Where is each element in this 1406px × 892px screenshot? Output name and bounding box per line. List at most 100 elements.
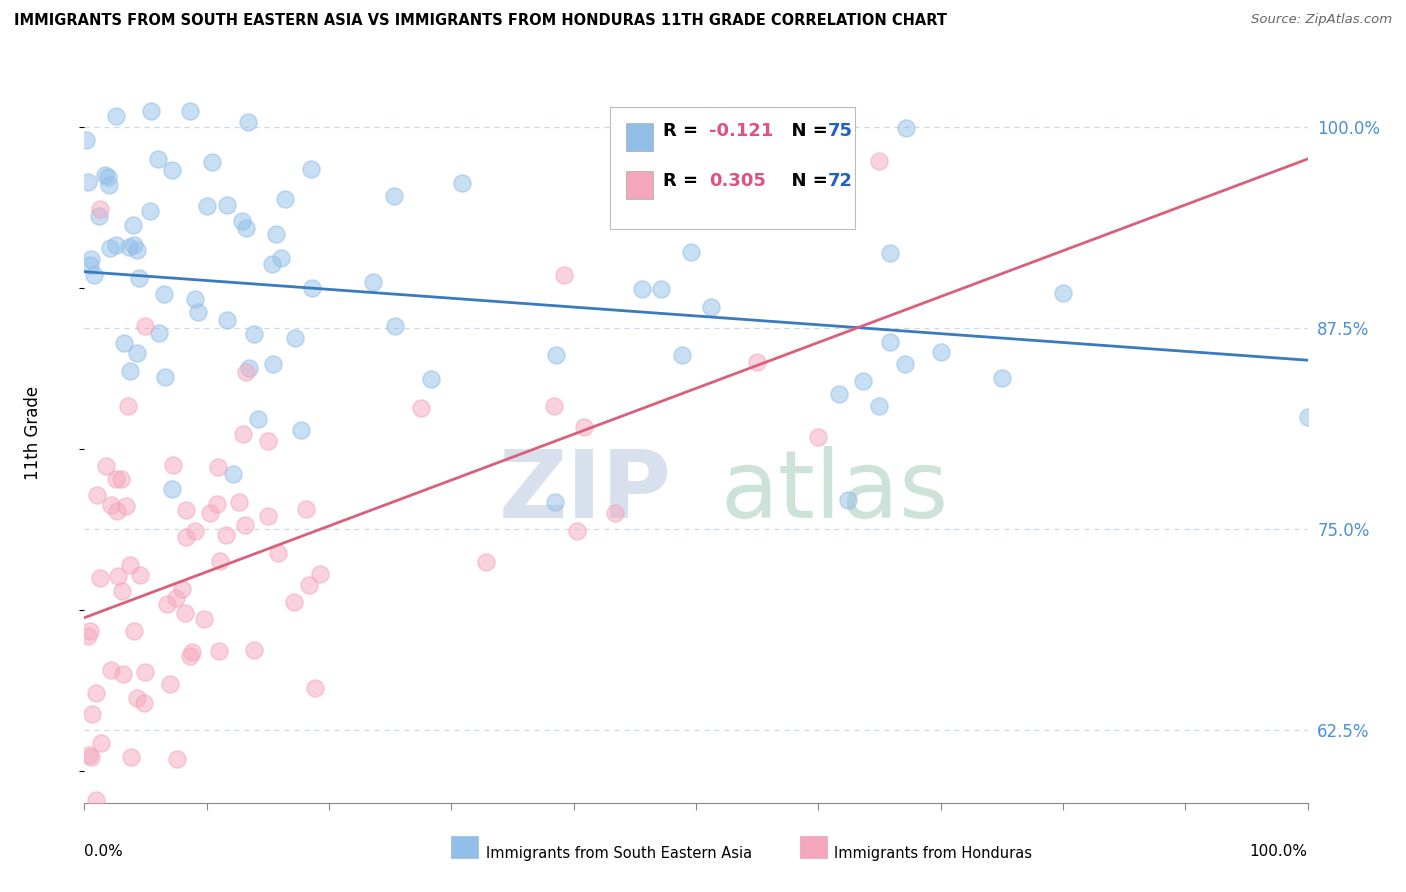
- Point: [141, 103, 163, 118]
- Point: [127, 243, 149, 257]
- Point: [162, 482, 184, 496]
- Point: [90, 735, 112, 749]
- Point: [86, 487, 108, 501]
- Point: [97, 178, 120, 192]
- Point: [120, 364, 142, 378]
- Point: [565, 524, 588, 538]
- Text: 72: 72: [828, 172, 853, 190]
- Point: [361, 275, 384, 289]
- Point: [97, 170, 120, 185]
- FancyBboxPatch shape: [800, 836, 827, 858]
- Point: [180, 645, 202, 659]
- Point: [879, 246, 901, 260]
- Point: [295, 501, 318, 516]
- Point: [162, 458, 184, 473]
- Point: [83, 268, 105, 283]
- Point: [283, 595, 305, 609]
- Text: R =: R =: [664, 172, 704, 190]
- Point: [107, 569, 129, 583]
- Point: [80, 252, 103, 266]
- Point: [544, 348, 567, 362]
- Point: [87, 209, 110, 223]
- Point: [129, 568, 152, 582]
- Point: [650, 282, 672, 296]
- Point: [160, 163, 183, 178]
- Point: [222, 467, 245, 481]
- Point: [553, 268, 575, 283]
- Point: [290, 423, 312, 437]
- Text: Immigrants from Honduras: Immigrants from Honduras: [834, 846, 1032, 861]
- Point: [409, 401, 432, 415]
- Point: [451, 176, 474, 190]
- Text: N =: N =: [779, 172, 834, 190]
- Point: [120, 749, 142, 764]
- Point: [208, 554, 231, 568]
- Point: [153, 287, 176, 301]
- Point: [134, 696, 156, 710]
- Point: [270, 252, 292, 266]
- Point: [382, 189, 405, 203]
- Point: [146, 152, 169, 166]
- Text: 11th Grade: 11th Grade: [24, 385, 42, 480]
- Point: [184, 293, 207, 307]
- Point: [77, 175, 100, 189]
- Point: [419, 372, 441, 386]
- Point: [179, 103, 201, 118]
- Point: [671, 348, 693, 362]
- Point: [122, 238, 145, 252]
- Point: [852, 374, 875, 388]
- Point: [747, 355, 769, 369]
- Text: Source: ZipAtlas.com: Source: ZipAtlas.com: [1251, 13, 1392, 27]
- Point: [115, 499, 138, 513]
- Point: [112, 667, 135, 681]
- Point: [89, 202, 111, 216]
- Point: [205, 497, 228, 511]
- Point: [128, 271, 150, 285]
- Point: [84, 685, 107, 699]
- Point: [100, 663, 122, 677]
- Point: [179, 649, 201, 664]
- Point: [176, 503, 198, 517]
- Point: [118, 240, 141, 254]
- Text: ZIP: ZIP: [499, 446, 672, 538]
- Point: [195, 198, 218, 212]
- Point: [304, 681, 326, 695]
- Point: [84, 792, 107, 806]
- Text: 0.305: 0.305: [710, 172, 766, 190]
- Text: 75: 75: [828, 122, 853, 140]
- Point: [166, 752, 188, 766]
- Point: [236, 115, 259, 129]
- Point: [79, 259, 101, 273]
- Point: [80, 750, 103, 764]
- Point: [117, 399, 139, 413]
- Point: [165, 591, 187, 605]
- Point: [228, 495, 250, 509]
- Point: [894, 121, 917, 136]
- Point: [215, 198, 238, 212]
- Point: [148, 326, 170, 341]
- Text: atlas: atlas: [720, 446, 949, 538]
- Point: [235, 365, 257, 379]
- Point: [77, 747, 100, 762]
- Point: [173, 606, 195, 620]
- Text: 100.0%: 100.0%: [1250, 844, 1308, 858]
- Point: [208, 644, 231, 658]
- Point: [122, 624, 145, 639]
- Point: [879, 334, 901, 349]
- Text: 0.0%: 0.0%: [84, 844, 124, 858]
- FancyBboxPatch shape: [626, 123, 654, 152]
- Point: [112, 336, 135, 351]
- Point: [260, 257, 283, 271]
- Point: [207, 459, 229, 474]
- Point: [929, 344, 952, 359]
- Point: [217, 312, 239, 326]
- Point: [827, 387, 849, 401]
- Point: [301, 281, 323, 295]
- Point: [232, 427, 254, 442]
- Point: [187, 304, 209, 318]
- Point: [264, 227, 287, 241]
- Point: [125, 345, 148, 359]
- Point: [94, 168, 117, 182]
- Point: [474, 555, 496, 569]
- Point: [201, 155, 224, 169]
